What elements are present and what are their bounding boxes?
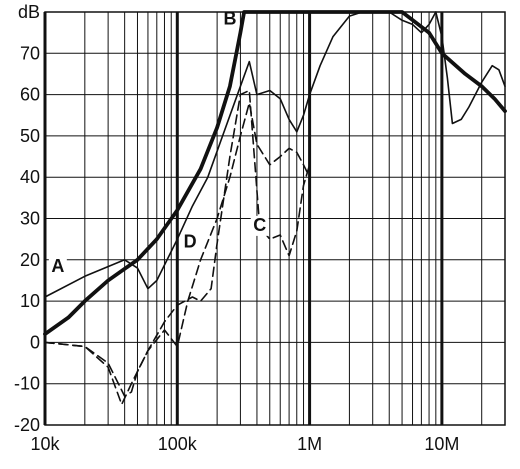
- x-tick-label: 10M: [424, 434, 459, 454]
- series-label-a: A: [51, 256, 64, 276]
- series-label-d: D: [184, 231, 197, 251]
- x-tick-label: 10k: [30, 434, 60, 454]
- y-tick-label: 20: [20, 250, 40, 270]
- series-label-b: B: [223, 8, 236, 28]
- y-tick-label: 30: [20, 209, 40, 229]
- y-tick-label: 40: [20, 167, 40, 187]
- series-line-c: [44, 102, 311, 397]
- y-tick-label: 10: [20, 291, 40, 311]
- y-tick-label: -20: [14, 415, 40, 435]
- series-line-a: [44, 11, 506, 298]
- minor-grid: [45, 11, 506, 426]
- y-tick-label: 0: [30, 332, 40, 352]
- series-line-b: [43, 10, 507, 336]
- series-layer: [43, 10, 507, 406]
- y-tick-label: 60: [20, 85, 40, 105]
- label-layer: A B C D: [48, 8, 269, 278]
- series-label-bg-d: [181, 232, 200, 253]
- x-tick-label: 1M: [297, 434, 322, 454]
- y-tick-label: 50: [20, 126, 40, 146]
- series-label-c: C: [253, 215, 266, 235]
- series-line-d: [44, 89, 311, 406]
- series-label-bg-b: [220, 9, 239, 30]
- series-label-bg-c: [250, 215, 269, 236]
- plot-frame: [44, 11, 506, 426]
- x-tick-label: 100k: [158, 434, 198, 454]
- series-label-bg-a: [48, 257, 67, 278]
- y-tick-label: 70: [20, 43, 40, 63]
- y-tick-label: dB: [18, 2, 40, 22]
- y-tick-label: -10: [14, 374, 40, 394]
